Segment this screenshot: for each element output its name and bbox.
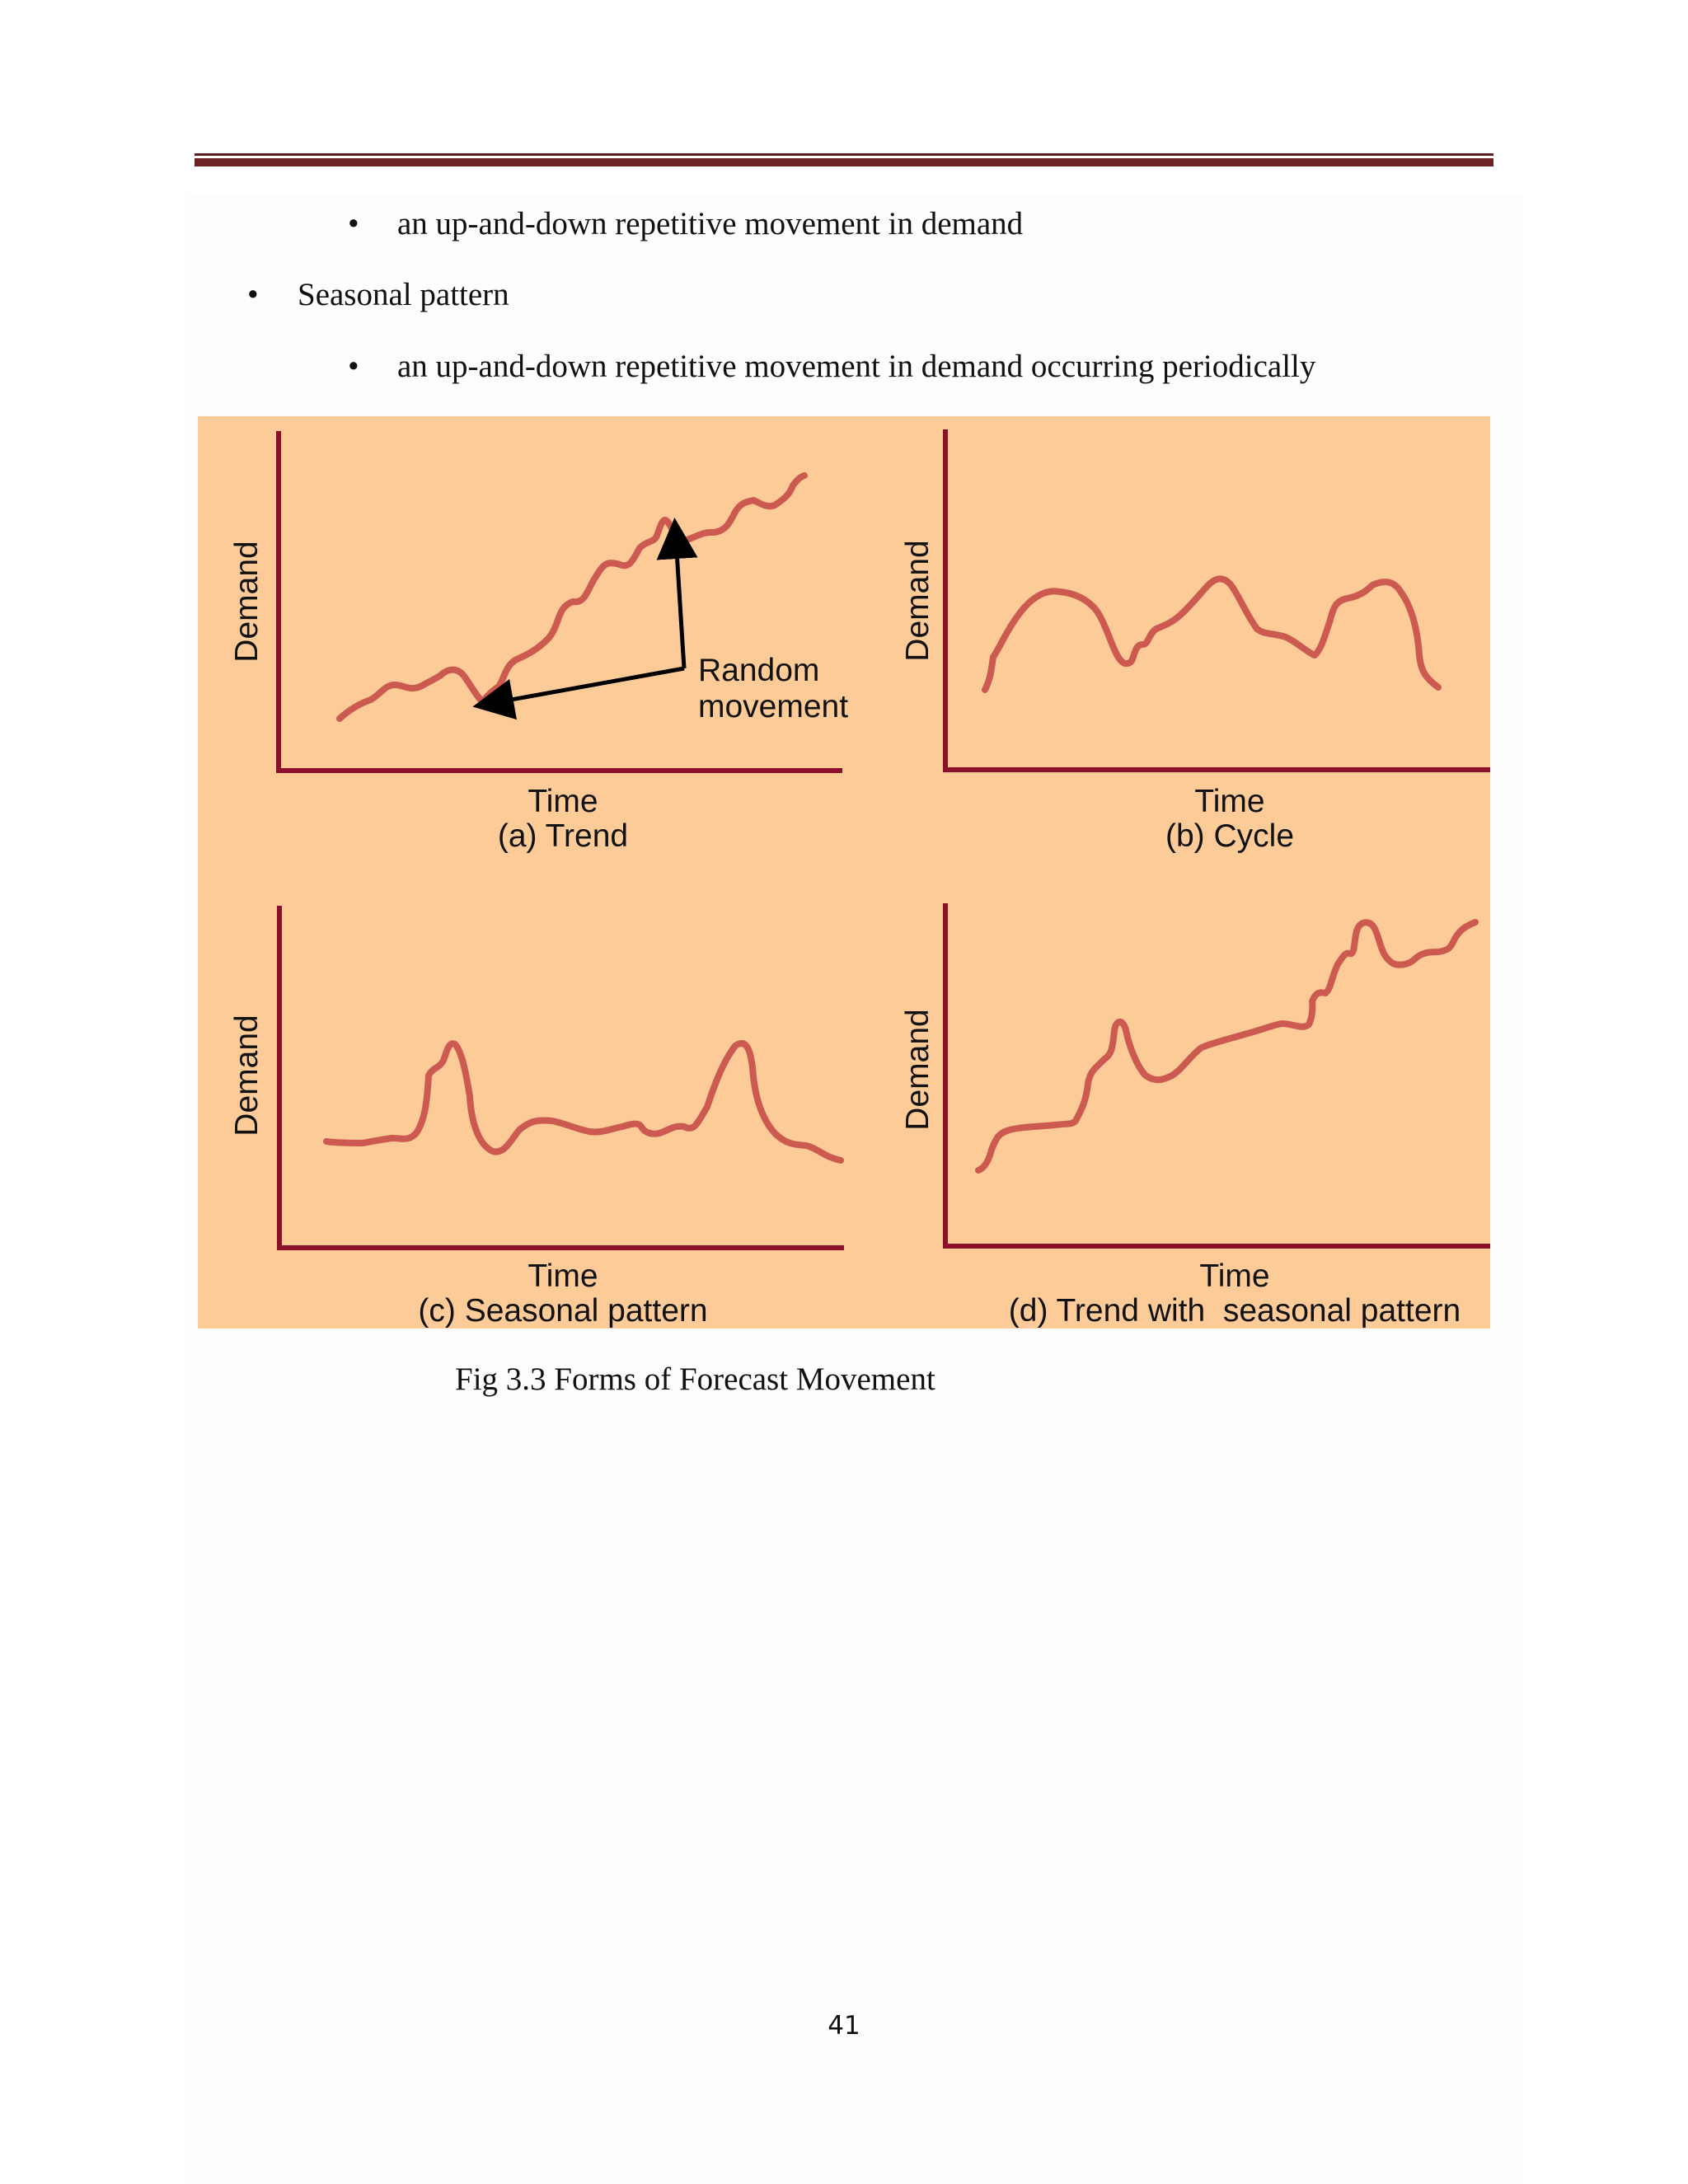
trend-curve — [336, 472, 808, 722]
y-axis-label: Demand — [229, 1015, 265, 1136]
bullet-marker: • — [348, 349, 359, 384]
annotation-random: Random — [698, 653, 819, 688]
seasonal-curve — [323, 1040, 844, 1164]
random-movement-arrow-left — [472, 666, 685, 720]
bullet-marker: • — [348, 206, 359, 241]
x-axis-label: Time — [528, 1258, 598, 1294]
x-axis-label: Time — [1199, 1258, 1269, 1294]
panel-subtitle: (c) Seasonal pattern — [418, 1293, 707, 1329]
y-axis-label: Demand — [900, 540, 935, 661]
forecast-movement-figure: Demand Time (a) Trend Random movement De… — [198, 416, 1490, 1329]
x-axis-label: Time — [528, 784, 598, 819]
page-number: 41 — [828, 2011, 860, 2041]
y-axis-label: Demand — [900, 1009, 935, 1130]
bullet-text: an up-and-down repetitive movement in de… — [397, 349, 1316, 384]
panel-cycle: Demand Time (b) Cycle — [900, 429, 1490, 854]
y-axis-label: Demand — [229, 541, 265, 662]
annotation-movement: movement — [698, 689, 848, 724]
panel-subtitle: (b) Cycle — [1165, 818, 1294, 854]
bullet-text: an up-and-down repetitive movement in de… — [397, 206, 1024, 241]
figure-caption: Fig 3.3 Forms of Forecast Movement — [455, 1361, 935, 1397]
panel-seasonal: Demand Time (c) Seasonal pattern — [229, 906, 844, 1329]
cycle-curve — [982, 575, 1442, 693]
panel-trend: Demand Time (a) Trend Random movement — [229, 431, 848, 854]
header-rule-thin — [195, 153, 1493, 156]
panel-subtitle: (a) Trend — [498, 818, 628, 854]
panel-subtitle: (d) Trend with seasonal pattern — [1009, 1293, 1461, 1329]
x-axis-label: Time — [1194, 784, 1264, 819]
trend-seasonal-curve — [975, 919, 1479, 1174]
bullet-text: Seasonal pattern — [298, 277, 509, 312]
random-movement-arrow-up — [656, 518, 698, 669]
bullet-marker: • — [247, 277, 259, 312]
header-rule-thick — [195, 158, 1493, 166]
panel-trend-with-seasonal: Demand Time (d) Trend with seasonal patt… — [900, 903, 1490, 1329]
